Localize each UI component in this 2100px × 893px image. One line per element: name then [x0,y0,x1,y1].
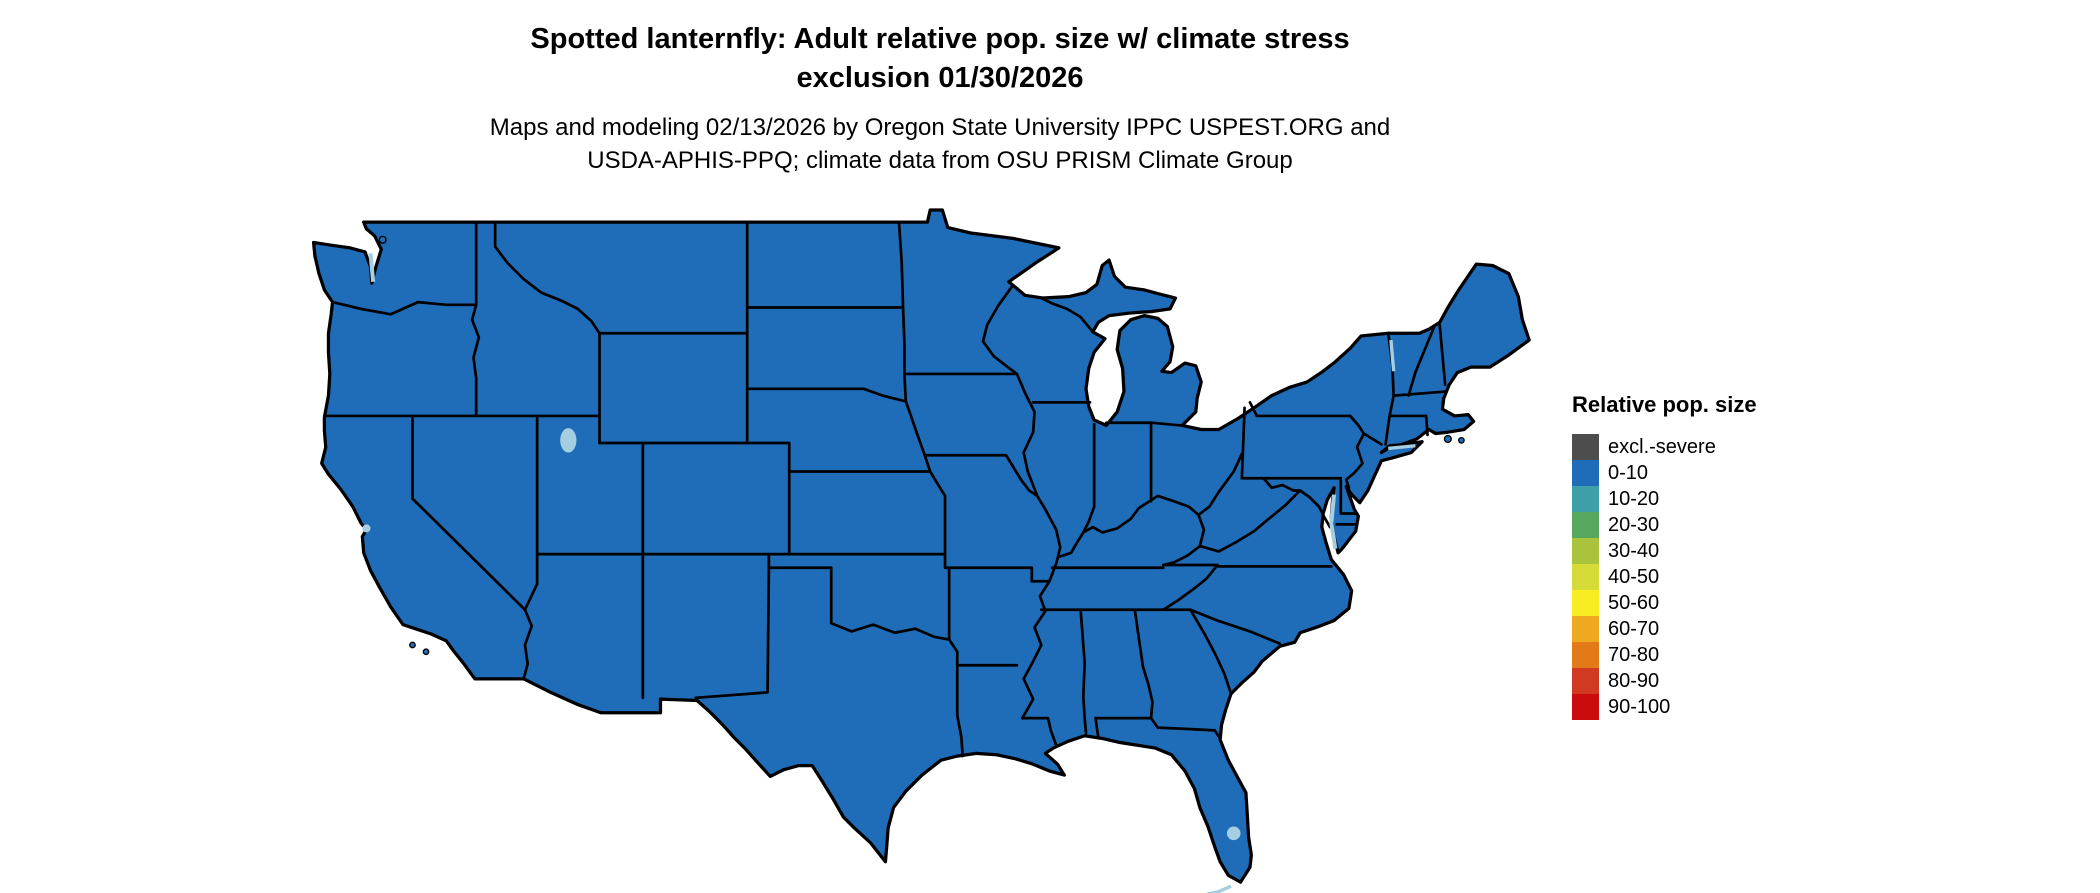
legend-label: 0-10 [1608,461,1649,484]
legend: Relative pop. size excl.-severe 0-10 10-20… [1572,392,1757,720]
water-chesapeake-bay [1329,494,1338,550]
legend-swatch [1572,642,1599,668]
legend-swatch [1572,590,1599,616]
legend-item: 80-90 [1572,668,1757,694]
legend-swatch [1572,668,1599,694]
legend-label: 50-60 [1608,591,1660,614]
water-lake-champlain [1389,339,1396,372]
island-channel-1 [409,641,416,649]
legend-label: 60-70 [1608,617,1660,640]
legend-label: 30-40 [1608,539,1660,562]
water-puget-sound [368,253,376,282]
legend-label: 40-50 [1608,565,1660,588]
island-san-juan [378,235,387,244]
legend-item: 10-20 [1572,486,1757,512]
legend-item: 40-50 [1572,564,1757,590]
legend-label: excl.-severe [1608,435,1716,458]
legend-swatch [1572,460,1599,486]
legend-item: 0-10 [1572,460,1757,486]
map-title-line2: exclusion 01/30/2026 [796,62,1084,95]
legend-items: excl.-severe 0-10 10-20 20-30 30-40 40-50 50-6… [1572,434,1757,720]
legend-swatch [1572,512,1599,538]
legend-label: 70-80 [1608,643,1660,666]
legend-item: 30-40 [1572,538,1757,564]
map-title-line1: Spotted lanternfly: Adult relative pop. … [530,23,1350,55]
water-long-island-sound [1388,444,1416,451]
island-nantucket [1458,436,1465,444]
map-title: Spotted lanternfly: Adult relative pop. … [0,20,1880,98]
legend-item: excl.-severe [1572,434,1757,460]
legend-item: 70-80 [1572,642,1757,668]
water-lake-okeechobee [1226,826,1241,841]
header: Spotted lanternfly: Adult relative pop. … [0,20,1880,177]
legend-swatch [1572,616,1599,642]
legend-swatch [1572,434,1599,460]
legend-item: 90-100 [1572,694,1757,720]
legend-item: 20-30 [1572,512,1757,538]
island-marthas-vineyard [1443,434,1452,444]
state-borders [323,220,1447,758]
us-map-svg [311,208,1531,893]
islands [378,235,1465,656]
map-subtitle-line1: Maps and modeling 02/13/2026 by Oregon S… [489,114,1391,142]
legend-item: 60-70 [1572,616,1757,642]
legend-swatch [1572,486,1599,512]
legend-label: 80-90 [1608,669,1660,692]
legend-swatch [1572,694,1599,720]
legend-title: Relative pop. size [1572,392,1757,417]
legend-item: 50-60 [1572,590,1757,616]
legend-swatch [1572,564,1599,590]
map-subtitle-line2: USDA-APHIS-PPQ; climate data from OSU PR… [587,146,1293,174]
island-channel-2 [422,648,430,656]
us-map [300,195,1540,893]
water-san-francisco-bay [362,524,371,533]
legend-swatch [1572,538,1599,564]
legend-label: 10-20 [1608,487,1660,510]
map-subtitle: Maps and modeling 02/13/2026 by Oregon S… [0,112,1880,177]
legend-label: 20-30 [1608,513,1660,536]
water-great-salt-lake [560,428,577,453]
us-landmass [311,208,1531,884]
legend-label: 90-100 [1608,695,1671,718]
